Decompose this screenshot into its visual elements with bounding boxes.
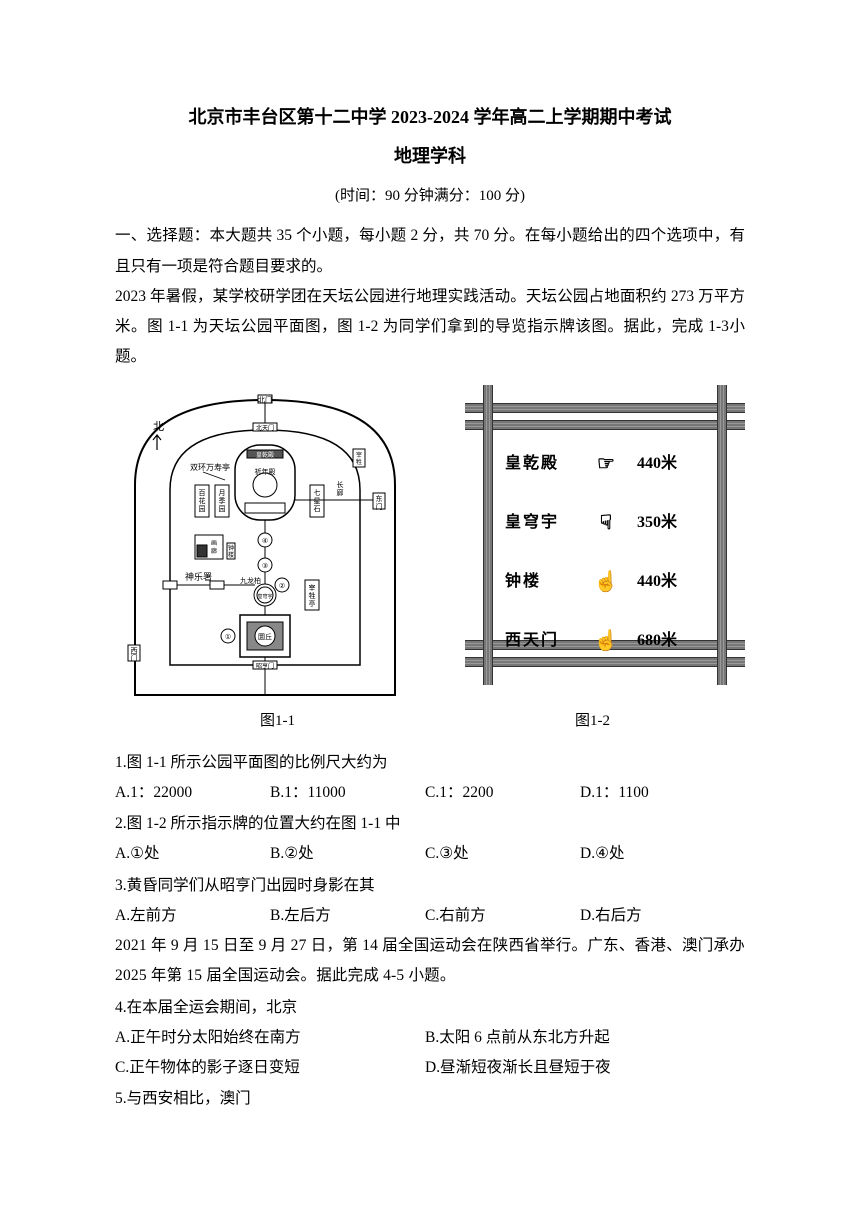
question-3-options: A.左前方 B.左后方 C.右前方 D.右后方 [115, 901, 745, 931]
sign-distance: 680米 [637, 625, 720, 656]
figure-labels: 图1-1 图1-2 [115, 707, 745, 736]
svg-text:皇穹宇: 皇穹宇 [257, 593, 272, 600]
figure-1-1-label: 图1-1 [128, 707, 428, 736]
svg-text:昭亨门: 昭亨门 [256, 662, 274, 670]
option-b: B.②处 [270, 839, 425, 869]
svg-text:东门: 东门 [376, 494, 383, 511]
option-c: C.右前方 [425, 901, 580, 931]
point-down-icon: ☟ [589, 504, 623, 543]
option-b: B.左后方 [270, 901, 425, 931]
question-1-options: A.1：22000 B.1：11000 C.1：2200 D.1：1100 [115, 778, 745, 808]
frame-bar [465, 420, 745, 430]
svg-text:画: 画 [211, 540, 217, 547]
svg-text:祈年殿: 祈年殿 [255, 467, 276, 476]
svg-text:西门: 西门 [131, 647, 138, 662]
question-4-options-row2: C.正午物体的影子逐日变短 D.昼渐短夜渐长且昼短于夜 [115, 1053, 745, 1083]
svg-text:百花园: 百花园 [199, 489, 206, 513]
svg-text:宰牲亭: 宰牲亭 [309, 583, 316, 608]
sign-label: 钟楼 [505, 566, 575, 597]
point-up-icon: ☝ [589, 622, 623, 661]
svg-text:月季园: 月季园 [219, 489, 226, 513]
svg-text:北门: 北门 [258, 395, 272, 404]
svg-text:③: ③ [262, 562, 268, 570]
option-a: A.左前方 [115, 901, 270, 931]
figure-1-1: 北门 北天门 北 皇乾殿 祈年殿 双环万寿亭 百花园 月季园 七星石 [115, 385, 415, 705]
context-2: 2021 年 9 月 15 日至 9 月 27 日，第 14 届全国运动会在陕西… [115, 931, 745, 991]
figure-1-2-label: 图1-2 [453, 707, 733, 736]
svg-text:长廊: 长廊 [337, 480, 344, 497]
point-up-icon: ☝ [589, 563, 623, 602]
sign-label: 西天门 [505, 625, 575, 656]
option-d: D.右后方 [580, 901, 735, 931]
question-3: 3.黄昏同学们从昭亨门出园时身影在其 [115, 871, 745, 901]
sign-row: 西天门 ☝ 680米 [505, 622, 720, 661]
svg-text:钟楼: 钟楼 [228, 544, 234, 559]
intro-text-1: 2023 年暑假，某学校研学团在天坛公园进行地理实践活动。天坛公园占地面积约 2… [115, 282, 745, 373]
svg-text:双环万寿亭: 双环万寿亭 [190, 462, 230, 472]
svg-text:神乐署: 神乐署 [185, 571, 212, 582]
svg-text:④: ④ [262, 537, 268, 545]
sign-distance: 440米 [637, 448, 720, 479]
option-d: D.1：1100 [580, 778, 735, 808]
svg-text:皇乾殿: 皇乾殿 [256, 451, 274, 459]
question-2-options: A.①处 B.②处 C.③处 D.④处 [115, 839, 745, 869]
option-c: C.正午物体的影子逐日变短 [115, 1053, 425, 1083]
section-1-header: 一、选择题：本大题共 35 个小题，每小题 2 分，共 70 分。在每小题给出的… [115, 221, 745, 281]
svg-text:②: ② [279, 582, 285, 590]
option-d: D.④处 [580, 839, 735, 869]
park-map: 北门 北天门 北 皇乾殿 祈年殿 双环万寿亭 百花园 月季园 七星石 [115, 385, 415, 705]
option-c: C.③处 [425, 839, 580, 869]
question-4: 4.在本届全运会期间，北京 [115, 993, 745, 1023]
option-c: C.1：2200 [425, 778, 580, 808]
point-right-icon: ☞ [589, 445, 623, 484]
option-b: B.1：11000 [270, 778, 425, 808]
frame-bar [465, 403, 745, 413]
figure-1-2: 皇乾殿 ☞ 440米 皇穹宇 ☟ 350米 钟楼 ☝ 440米 西天门 ☝ [465, 385, 745, 685]
svg-text:圜丘: 圜丘 [258, 632, 272, 641]
exam-title-1: 北京市丰台区第十二中学 2023-2024 学年高二上学期期中考试 [115, 100, 745, 135]
exam-title-2: 地理学科 [115, 139, 745, 174]
question-1: 1.图 1-1 所示公园平面图的比例尺大约为 [115, 748, 745, 778]
option-b: B.太阳 6 点前从东北方升起 [425, 1023, 735, 1053]
sign-row: 钟楼 ☝ 440米 [505, 563, 720, 602]
svg-text:①: ① [225, 633, 231, 641]
sign-label: 皇穹宇 [505, 507, 575, 538]
option-d: D.昼渐短夜渐长且昼短于夜 [425, 1053, 735, 1083]
question-2: 2.图 1-2 所示指示牌的位置大约在图 1-1 中 [115, 809, 745, 839]
question-5: 5.与西安相比，澳门 [115, 1084, 745, 1114]
question-4-options-row1: A.正午时分太阳始终在南方 B.太阳 6 点前从东北方升起 [115, 1023, 745, 1053]
sign-row: 皇穹宇 ☟ 350米 [505, 504, 720, 543]
sign-distance: 440米 [637, 566, 720, 597]
option-a: A.正午时分太阳始终在南方 [115, 1023, 425, 1053]
frame-bar [483, 385, 493, 685]
option-a: A.①处 [115, 839, 270, 869]
sign-distance: 350米 [637, 507, 720, 538]
svg-text:宰牲: 宰牲 [356, 451, 362, 466]
svg-text:廊: 廊 [211, 547, 217, 555]
option-a: A.1：22000 [115, 778, 270, 808]
svg-text:九龙柏: 九龙柏 [240, 576, 261, 585]
svg-text:北天门: 北天门 [256, 424, 274, 432]
exam-info: (时间：90 分钟满分：100 分) [115, 182, 745, 211]
sign-label: 皇乾殿 [505, 448, 575, 479]
figure-row: 北门 北天门 北 皇乾殿 祈年殿 双环万寿亭 百花园 月季园 七星石 [115, 385, 745, 705]
svg-text:北: 北 [153, 420, 164, 433]
sign-row: 皇乾殿 ☞ 440米 [505, 445, 720, 484]
